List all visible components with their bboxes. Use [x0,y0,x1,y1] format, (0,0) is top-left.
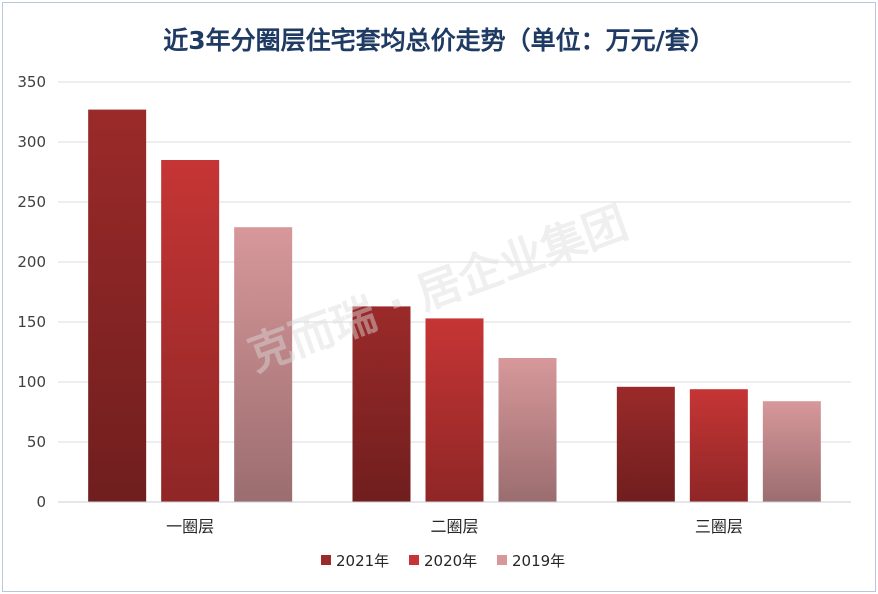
bars [88,109,821,502]
bar-2020年-一圈层 [161,160,220,502]
y-axis: 0 50 100 150 200 250 300 350 [17,73,46,511]
y-tick-label: 350 [17,73,46,91]
x-category-label: 三圈层 [695,517,743,536]
bar-2019年-二圈层 [498,358,557,502]
bar-2021年-三圈层 [616,386,675,502]
y-tick-label: 50 [27,433,46,451]
bar-2020年-二圈层 [425,318,484,502]
y-tick-label: 250 [17,193,46,211]
y-tick-label: 150 [17,313,46,331]
legend-swatch [497,555,507,565]
y-tick-label: 200 [17,253,46,271]
legend-label: 2020年 [424,552,477,570]
bar-2019年-一圈层 [234,227,293,502]
legend-label: 2021年 [336,552,389,570]
x-axis: 一圈层 二圈层 三圈层 [58,501,851,536]
legend-swatch [409,555,419,565]
y-tick-label: 300 [17,133,46,151]
y-tick-label: 100 [17,373,46,391]
legend-swatch [321,555,331,565]
bar-2019年-三圈层 [762,401,821,502]
legend-label: 2019年 [512,552,565,570]
x-category-label: 一圈层 [166,517,214,536]
bar-2020年-三圈层 [689,389,748,502]
bar-2021年-一圈层 [88,109,147,502]
x-category-label: 二圈层 [430,517,478,536]
y-tick-label: 0 [36,493,46,511]
legend: 2021年 2020年 2019年 [321,552,565,570]
bar-chart: 近3年分圈层住宅套均总价走势（单位：万元/套） 0 50 100 150 200 250 3… [17,26,851,570]
bar-2021年-二圈层 [352,306,411,502]
chart-title: 近3年分圈层住宅套均总价走势（单位：万元/套） [163,26,715,55]
